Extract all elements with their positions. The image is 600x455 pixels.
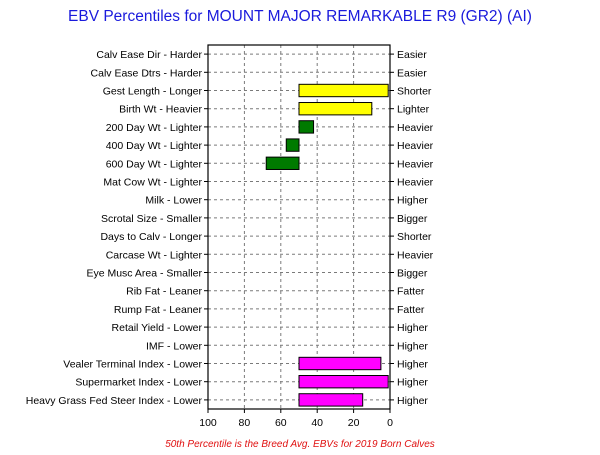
row-label-left: 600 Day Wt - Lighter: [106, 158, 203, 170]
row-label-right: Heavier: [397, 140, 434, 152]
row-label-left: IMF - Lower: [146, 340, 203, 352]
percentile-bar: [285, 138, 300, 152]
row-label-left: Days to Calv - Longer: [100, 231, 202, 243]
row-label-right: Higher: [397, 195, 428, 207]
row-label-right: Fatter: [397, 286, 425, 298]
row-label-right: Higher: [397, 377, 428, 389]
row-label-left: Carcase Wt - Lighter: [106, 249, 203, 261]
x-tick-label: 60: [275, 417, 287, 429]
percentile-bar: [298, 356, 382, 371]
chart-footnote: 50th Percentile is the Breed Avg. EBVs f…: [165, 439, 435, 450]
row-label-left: Milk - Lower: [145, 195, 202, 207]
row-label-left: Rib Fat - Leaner: [126, 286, 202, 298]
row-label-right: Shorter: [397, 86, 432, 98]
row-label-right: Higher: [397, 359, 428, 371]
row-label-right: Easier: [397, 49, 427, 61]
row-label-right: Higher: [397, 395, 428, 407]
percentile-bar: [265, 156, 300, 170]
x-tick-label: 100: [199, 417, 217, 429]
percentile-bar: [298, 83, 389, 98]
row-label-right: Heavier: [397, 122, 434, 134]
left-labels: Calv Ease Dir - Harder Calv Ease Dtrs - H…: [26, 49, 208, 407]
row-label-right: Higher: [397, 322, 428, 334]
row-label-left: 400 Day Wt - Lighter: [106, 140, 203, 152]
row-label-left: Vealer Terminal Index - Lower: [63, 359, 202, 371]
plot-frame: [207, 44, 391, 410]
percentile-bar: [298, 393, 364, 407]
x-axis-ticks: 100 80 60 40 20 0: [199, 409, 393, 429]
row-label-left: Scrotal Size - Smaller: [101, 213, 202, 225]
right-labels: Easier Easier Shorter Lighter Heavier Heavier…: [390, 49, 434, 407]
row-label-right: Shorter: [397, 231, 432, 243]
percentile-bar: [298, 102, 373, 116]
x-tick-label: 40: [311, 417, 323, 429]
row-label-left: Eye Musc Area - Smaller: [86, 268, 202, 280]
row-label-right: Heavier: [397, 158, 434, 170]
chart-title: EBV Percentiles for MOUNT MAJOR REMARKAB…: [68, 8, 532, 25]
row-label-right: Fatter: [397, 304, 425, 316]
bar-layer: [265, 83, 389, 407]
row-label-right: Heavier: [397, 249, 434, 261]
row-label-left: Birth Wt - Heavier: [119, 104, 202, 116]
row-label-left: Rump Fat - Leaner: [114, 304, 203, 316]
row-label-right: Bigger: [397, 213, 428, 225]
percentile-bar: [298, 375, 389, 389]
row-label-right: Lighter: [397, 104, 430, 116]
row-label-left: Heavy Grass Fed Steer Index - Lower: [26, 395, 203, 407]
row-label-left: Supermarket Index - Lower: [75, 377, 202, 389]
row-label-left: Mat Cow Wt - Lighter: [103, 177, 202, 189]
x-tick-label: 80: [239, 417, 251, 429]
row-label-right: Higher: [397, 340, 428, 352]
percentile-bar: [298, 120, 315, 134]
row-label-right: Bigger: [397, 268, 428, 280]
grid-layer: [208, 45, 390, 409]
row-label-right: Heavier: [397, 177, 434, 189]
row-label-left: Retail Yield - Lower: [112, 322, 203, 334]
row-label-left: Calv Ease Dtrs - Harder: [91, 67, 203, 79]
row-label-left: Gest Length - Longer: [103, 86, 203, 98]
x-tick-label: 20: [348, 417, 360, 429]
row-label-left: 200 Day Wt - Lighter: [106, 122, 203, 134]
x-tick-label: 0: [387, 417, 393, 429]
row-label-left: Calv Ease Dir - Harder: [96, 49, 202, 61]
row-label-right: Easier: [397, 67, 427, 79]
